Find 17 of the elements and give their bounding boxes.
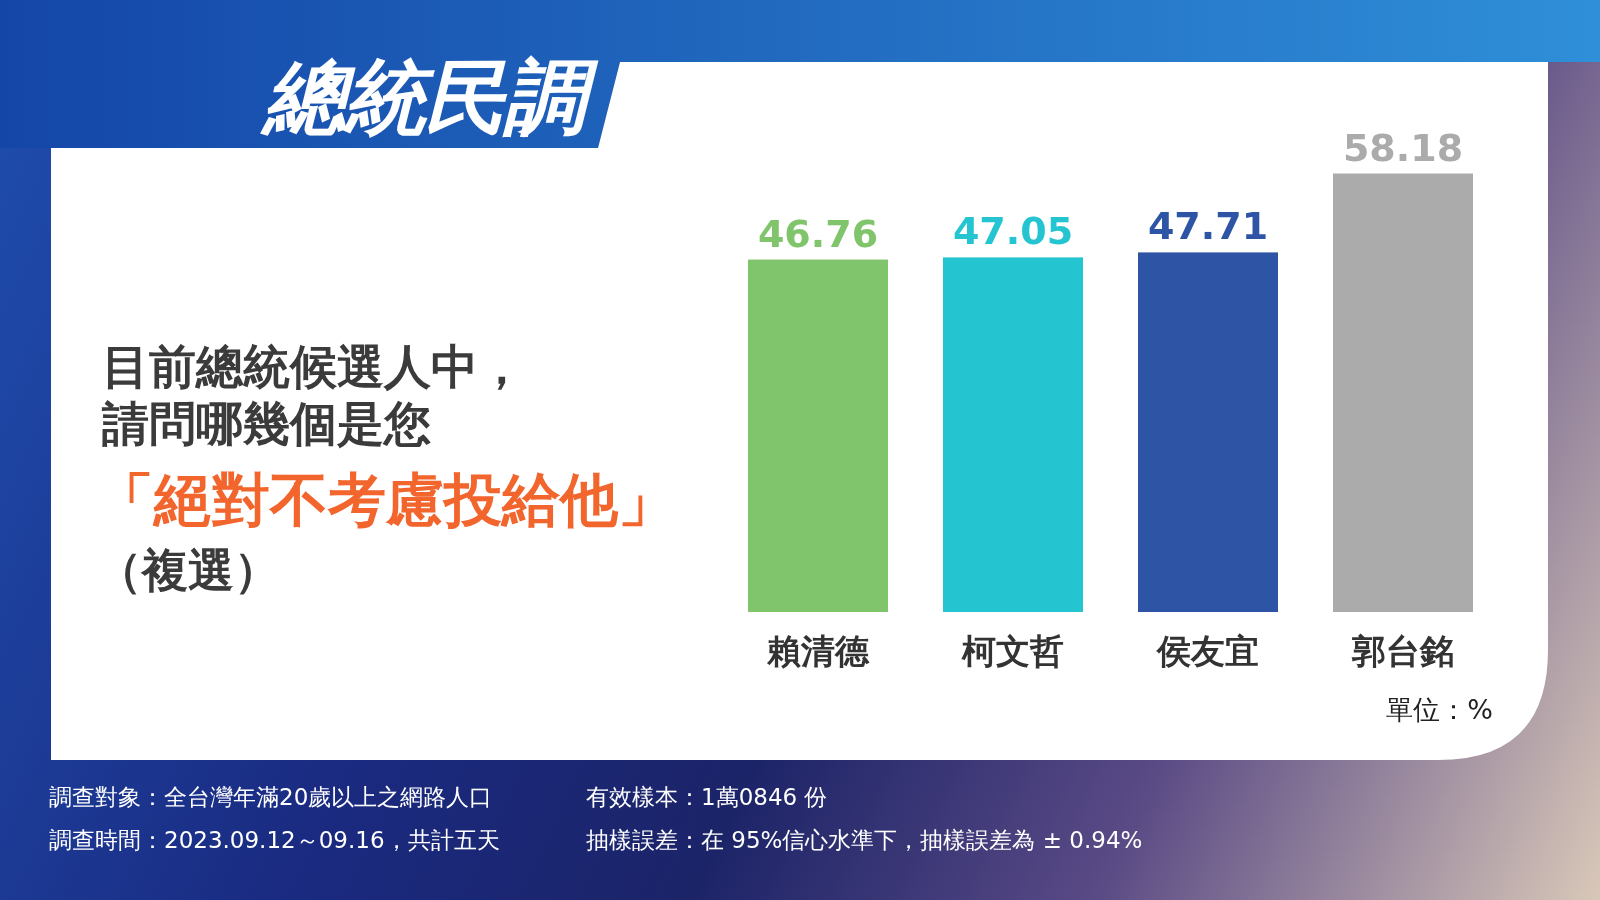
annotation: 有效樣本：1萬0846 份 [586,783,828,812]
data-label: 47.05 [952,209,1074,254]
x-tick-label: 侯友宜 [1155,631,1259,671]
x-tick-label: 賴清德 [766,631,870,671]
data-label: 46.76 [757,211,879,256]
annotation: 調查時間：2023.09.12～09.16，共計五天 [49,826,500,855]
title: 總統民調 [248,50,600,150]
subtitle: 目前總統候選人中，請問哪幾個是您 [102,338,526,452]
data-label: 47.71 [1147,204,1269,249]
annotation: （複選） [96,543,280,597]
x-tick-label: 郭台銘 [1351,631,1454,671]
annotation: 「絕對不考慮投給他」 [96,466,676,534]
annotation: 抽樣誤差：在 95%信心水準下，抽樣誤差為 ± 0.94% [586,826,1143,855]
data-label: 58.18 [1342,125,1464,170]
annotation: 單位：% [1386,693,1493,727]
annotation: 調查對象：全台灣年滿20歲以上之網路人口 [49,783,493,812]
x-tick-label: 柯文哲 [961,631,1064,671]
